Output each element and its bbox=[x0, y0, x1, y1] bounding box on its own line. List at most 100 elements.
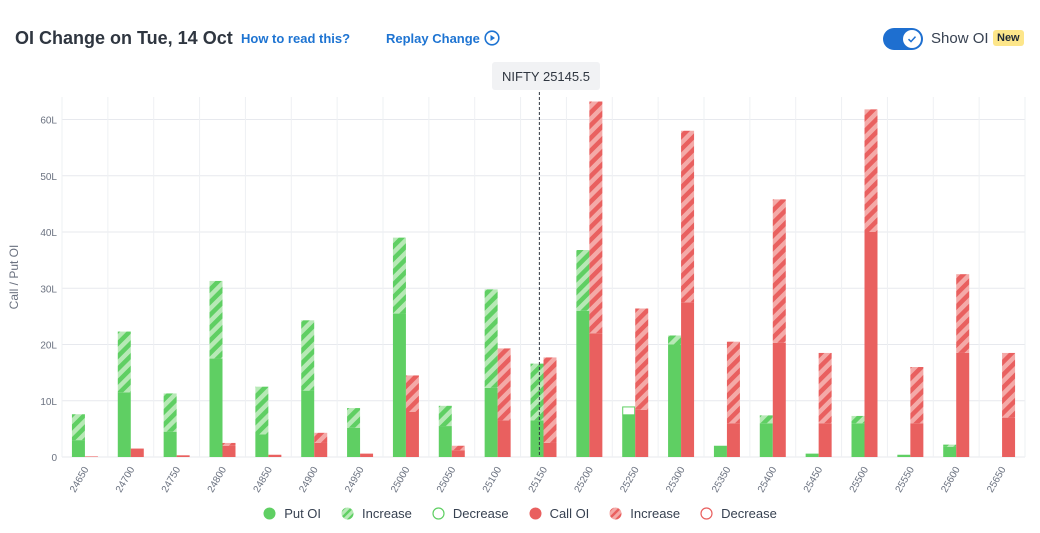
x-tick-label: 24700 bbox=[114, 465, 138, 495]
spot-price-label: NIFTY 25145.5 bbox=[492, 62, 600, 90]
x-tick-label: 25650 bbox=[985, 465, 1009, 495]
x-tick-label: 25200 bbox=[573, 465, 597, 495]
call-oi-bar bbox=[360, 453, 374, 457]
x-tick-label: 24850 bbox=[252, 465, 276, 495]
toggle-knob bbox=[903, 30, 921, 48]
replay-change-link[interactable]: Replay Change bbox=[386, 31, 480, 46]
put-oi-bar bbox=[438, 426, 452, 457]
put-oi-bar bbox=[851, 423, 865, 457]
y-tick-label: 20L bbox=[40, 341, 57, 352]
call-increase-bar bbox=[910, 367, 924, 424]
page-title: OI Change on Tue, 14 Oct bbox=[15, 28, 233, 48]
legend-call-increase[interactable]: Increase bbox=[609, 506, 680, 521]
put-decrease-swatch-icon bbox=[432, 506, 445, 520]
call-decrease-swatch-icon bbox=[700, 506, 713, 520]
call-oi-bar bbox=[497, 420, 511, 457]
put-increase-bar bbox=[392, 237, 406, 314]
call-oi-bar bbox=[864, 232, 878, 457]
call-increase-bar bbox=[635, 308, 649, 410]
x-tick-label: 25350 bbox=[710, 465, 734, 495]
call-oi-swatch-icon bbox=[529, 507, 542, 519]
call-oi-bar bbox=[222, 445, 236, 457]
y-tick-label: 60L bbox=[40, 116, 57, 127]
call-oi-bar bbox=[84, 456, 98, 457]
call-oi-bar bbox=[314, 442, 328, 457]
x-tick-label: 24750 bbox=[160, 465, 184, 495]
put-increase-bar bbox=[71, 414, 85, 441]
call-increase-bar bbox=[222, 442, 236, 446]
chart-header: OI Change on Tue, 14 Oct How to read thi… bbox=[0, 0, 1040, 80]
put-oi-bar bbox=[347, 427, 361, 457]
x-tick-label: 25400 bbox=[756, 465, 780, 495]
put-oi-bar bbox=[255, 434, 269, 457]
x-tick-label: 25050 bbox=[435, 465, 459, 495]
legend-put-oi[interactable]: Put OI bbox=[263, 506, 321, 521]
put-increase-bar bbox=[438, 405, 452, 427]
put-oi-bar bbox=[576, 310, 590, 457]
new-badge: New bbox=[993, 30, 1024, 46]
put-increase-bar bbox=[163, 393, 177, 432]
play-circle-icon[interactable] bbox=[484, 30, 500, 46]
put-oi-bar bbox=[622, 414, 636, 457]
put-increase-bar bbox=[301, 320, 315, 391]
call-increase-bar bbox=[681, 130, 695, 303]
put-increase-bar bbox=[943, 444, 957, 447]
put-oi-bar bbox=[805, 453, 819, 457]
call-increase-bar bbox=[497, 348, 511, 421]
call-oi-bar bbox=[405, 412, 419, 457]
legend-call-oi[interactable]: Call OI bbox=[529, 506, 589, 521]
call-increase-swatch-icon bbox=[609, 507, 622, 519]
x-tick-label: 24650 bbox=[68, 465, 92, 495]
call-oi-bar bbox=[130, 448, 144, 457]
call-oi-bar bbox=[451, 450, 465, 457]
put-decrease-bar bbox=[622, 406, 636, 416]
x-tick-label: 24900 bbox=[297, 465, 321, 495]
put-oi-swatch-icon bbox=[263, 507, 276, 519]
put-increase-bar bbox=[117, 331, 131, 393]
put-increase-bar bbox=[851, 415, 865, 424]
legend-put-decrease[interactable]: Decrease bbox=[432, 506, 509, 521]
how-to-read-link[interactable]: How to read this? bbox=[241, 31, 351, 46]
show-oi-toggle[interactable] bbox=[883, 28, 923, 50]
check-icon bbox=[907, 36, 917, 43]
x-tick-label: 24800 bbox=[206, 465, 230, 495]
y-tick-label: 10L bbox=[40, 397, 57, 408]
call-oi-bar bbox=[818, 423, 832, 457]
call-oi-bar bbox=[543, 442, 557, 457]
put-increase-swatch-icon bbox=[341, 507, 354, 519]
put-increase-bar bbox=[576, 250, 590, 311]
put-oi-bar bbox=[897, 454, 911, 457]
call-increase-bar bbox=[589, 101, 603, 334]
call-increase-bar bbox=[772, 199, 786, 343]
legend-label: Decrease bbox=[452, 505, 509, 521]
y-axis-label: Call / Put OI bbox=[7, 245, 21, 310]
put-oi-bar bbox=[943, 446, 957, 457]
legend-label: Increase bbox=[362, 505, 412, 521]
call-oi-bar bbox=[268, 454, 282, 457]
put-increase-bar bbox=[255, 386, 269, 435]
put-oi-bar bbox=[71, 440, 85, 457]
legend-call-decrease[interactable]: Decrease bbox=[700, 506, 777, 521]
put-oi-bar bbox=[530, 420, 544, 457]
put-increase-bar bbox=[347, 408, 361, 428]
put-oi-bar bbox=[301, 390, 315, 457]
call-oi-bar bbox=[1002, 417, 1016, 457]
x-tick-label: 25150 bbox=[527, 465, 551, 495]
put-increase-bar bbox=[484, 289, 498, 388]
put-increase-bar bbox=[759, 415, 773, 424]
y-tick-label: 50L bbox=[40, 172, 57, 183]
legend-label: Put OI bbox=[284, 505, 322, 521]
put-oi-bar bbox=[392, 313, 406, 457]
oi-change-chart: 0 10L 20L 30L 40L 50L 60L Call / Put OI 24650 247… bbox=[7, 92, 1026, 495]
x-tick-label: 25600 bbox=[939, 465, 963, 495]
call-increase-bar bbox=[405, 375, 419, 412]
call-oi-bar bbox=[772, 342, 786, 457]
put-increase-bar bbox=[668, 335, 682, 345]
put-oi-bar bbox=[668, 344, 682, 457]
legend-put-increase[interactable]: Increase bbox=[341, 506, 412, 521]
y-tick-label: 0 bbox=[51, 453, 57, 464]
put-increase-bar bbox=[209, 280, 223, 359]
put-oi-bar bbox=[163, 431, 177, 457]
show-oi-label: Show OI bbox=[931, 30, 989, 47]
x-tick-label: 25100 bbox=[481, 465, 505, 495]
